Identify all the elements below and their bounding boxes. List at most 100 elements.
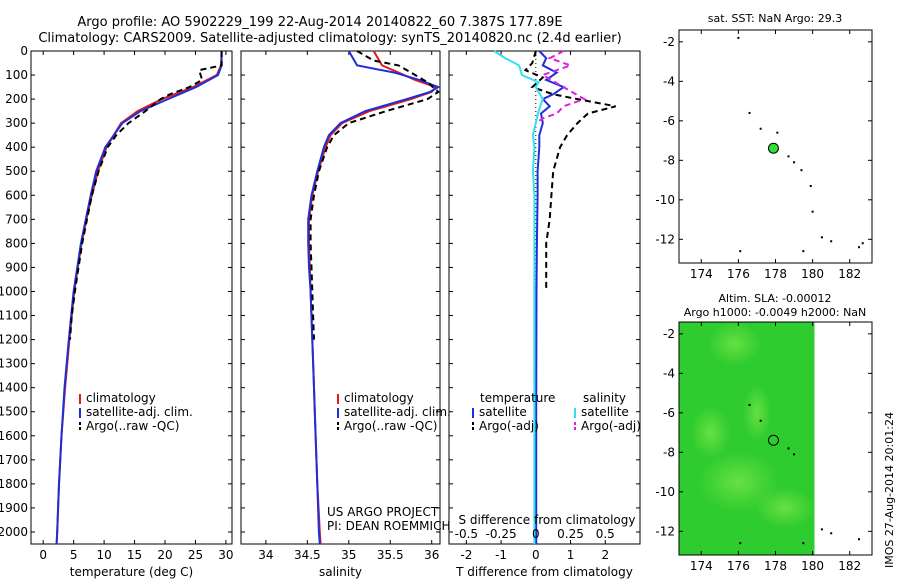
y-tick-label: -8 [663,445,675,459]
y-tick-label: 1500 [0,405,28,419]
y-tick-label: -4 [663,74,675,88]
x-tick-label: 2 [601,548,609,562]
island-dot [800,169,803,172]
series-satellite-adj-clim- [55,51,223,545]
y-tick-label: 800 [5,236,28,250]
island-dot [858,246,861,249]
island-dot [793,161,796,164]
x-tick-label: 174 [690,267,713,281]
salinity-panel: 34 34.5 35 35.5 36 salinity climatologysatelli… [240,50,451,579]
legend-label: satellite-adj. clim. [344,405,451,419]
x2-axis-label: S difference from climatology [459,513,636,527]
x-tick-label: 10 [96,548,111,562]
x2-tick-label: 0.25 [557,527,584,541]
y-tick-label: 1600 [0,429,28,443]
x-tick-label: 0 [39,548,47,562]
series-argo-raw-qc- [69,51,223,340]
argo-position-marker [767,142,779,154]
y-tick-label: 1700 [0,453,28,467]
legend-label: climatology [86,391,156,405]
series-t-argo-adj- [523,50,616,292]
y-tick-label: -8 [663,153,675,167]
annotation-line1: US ARGO PROJECT [327,505,439,519]
y-tick-label: 1200 [0,333,28,347]
series-argo-raw-qc- [309,50,440,340]
x-tick-label: 25 [188,548,203,562]
legend-label: Argo(..raw -QC) [344,419,437,433]
difference-panel: -2 -1 0 1 2 T difference from climatology -0.5… [448,50,641,579]
header-line2: Climatology: CARS2009. Satellite-adjuste… [38,31,621,46]
x-axis-label: salinity [319,565,362,579]
x-tick-label: 182 [838,559,861,573]
y-tick-label: 1000 [0,284,28,298]
sla-anomaly-patch [754,487,815,528]
x-tick-label: 176 [727,267,750,281]
island-dot [830,532,833,535]
sla-anomaly-patch [690,406,731,459]
island-dot [739,250,742,253]
x-tick-label: 30 [218,548,233,562]
x2-tick-label: -0.5 [455,527,478,541]
x-tick-label: 174 [690,559,713,573]
y-tick-label: 700 [5,212,28,226]
sla-anomaly-patch [708,321,761,366]
x-axis-label: T difference from climatology [455,565,633,579]
y-tick-label: 500 [5,164,28,178]
island-dot [802,250,805,253]
x-tick-label: 15 [127,548,142,562]
sla-map-panel: 174 176 178 180 182 -2 -4 -6 -8 -10 -12 Altim. SLA:… [655,292,873,573]
legend-label: satellite [581,405,629,419]
island-dot [811,210,814,213]
legend-label: Argo(..raw -QC) [86,419,179,433]
y-tick-label: -6 [663,114,675,128]
y-tick-label: 1400 [0,381,28,395]
sla-anomaly-patch [698,451,779,512]
legend-label: Argo(-adj) [479,419,539,433]
x2-tick-label: 0.5 [596,527,615,541]
series-satellite-adj-clim- [307,50,441,545]
x2-tick-label: -0.25 [486,527,517,541]
x-tick-label: 0 [532,548,540,562]
x-axis-label: temperature (deg C) [70,565,193,579]
y-tick-label: -12 [655,232,675,246]
y-tick-label: 400 [5,140,28,154]
x-tick-label: 180 [801,267,824,281]
island-dot [737,36,740,39]
plot-frame [240,50,441,545]
island-dot [793,453,796,456]
legend-header-temperature: temperature [480,391,555,405]
y-tick-label: -4 [663,366,675,380]
series-s-satellite [493,50,544,544]
x-tick-label: 20 [157,548,172,562]
y-tick-label: 2000 [0,525,28,539]
island-dot [861,242,864,245]
map-title-line1: Altim. SLA: -0.00012 [718,292,831,305]
island-dot [802,542,805,545]
island-dot [809,184,812,187]
series-s-argo-adj- [535,50,587,124]
legend-label: Argo(-adj) [581,419,641,433]
island-dot [759,419,762,422]
y-tick-label: 600 [5,188,28,202]
series-t-satellite [535,50,566,544]
map-title: sat. SST: NaN Argo: 29.3 [708,12,842,25]
x-tick-label: 34.5 [294,548,321,562]
x-tick-label: 5 [70,548,78,562]
y-tick-label: -10 [655,485,675,499]
island-dot [748,403,751,406]
x-tick-label: 34 [258,548,273,562]
series-climatology [55,50,223,545]
argo-position-marker [767,434,779,446]
footer-stamp: IMOS 27-Aug-2014 20:01:24 [883,412,896,568]
y-tick-label: -10 [655,193,675,207]
legend-label: satellite [479,405,527,419]
x-tick-label: 178 [764,267,787,281]
y-tick-label: -6 [663,406,675,420]
island-dot [820,236,823,239]
x-tick-label: 35 [341,548,356,562]
x-tick-label: 36 [424,548,439,562]
y-tick-label: 1300 [0,357,28,371]
y-tick-label: 900 [5,260,28,274]
y-tick-label: 0 [20,44,28,58]
